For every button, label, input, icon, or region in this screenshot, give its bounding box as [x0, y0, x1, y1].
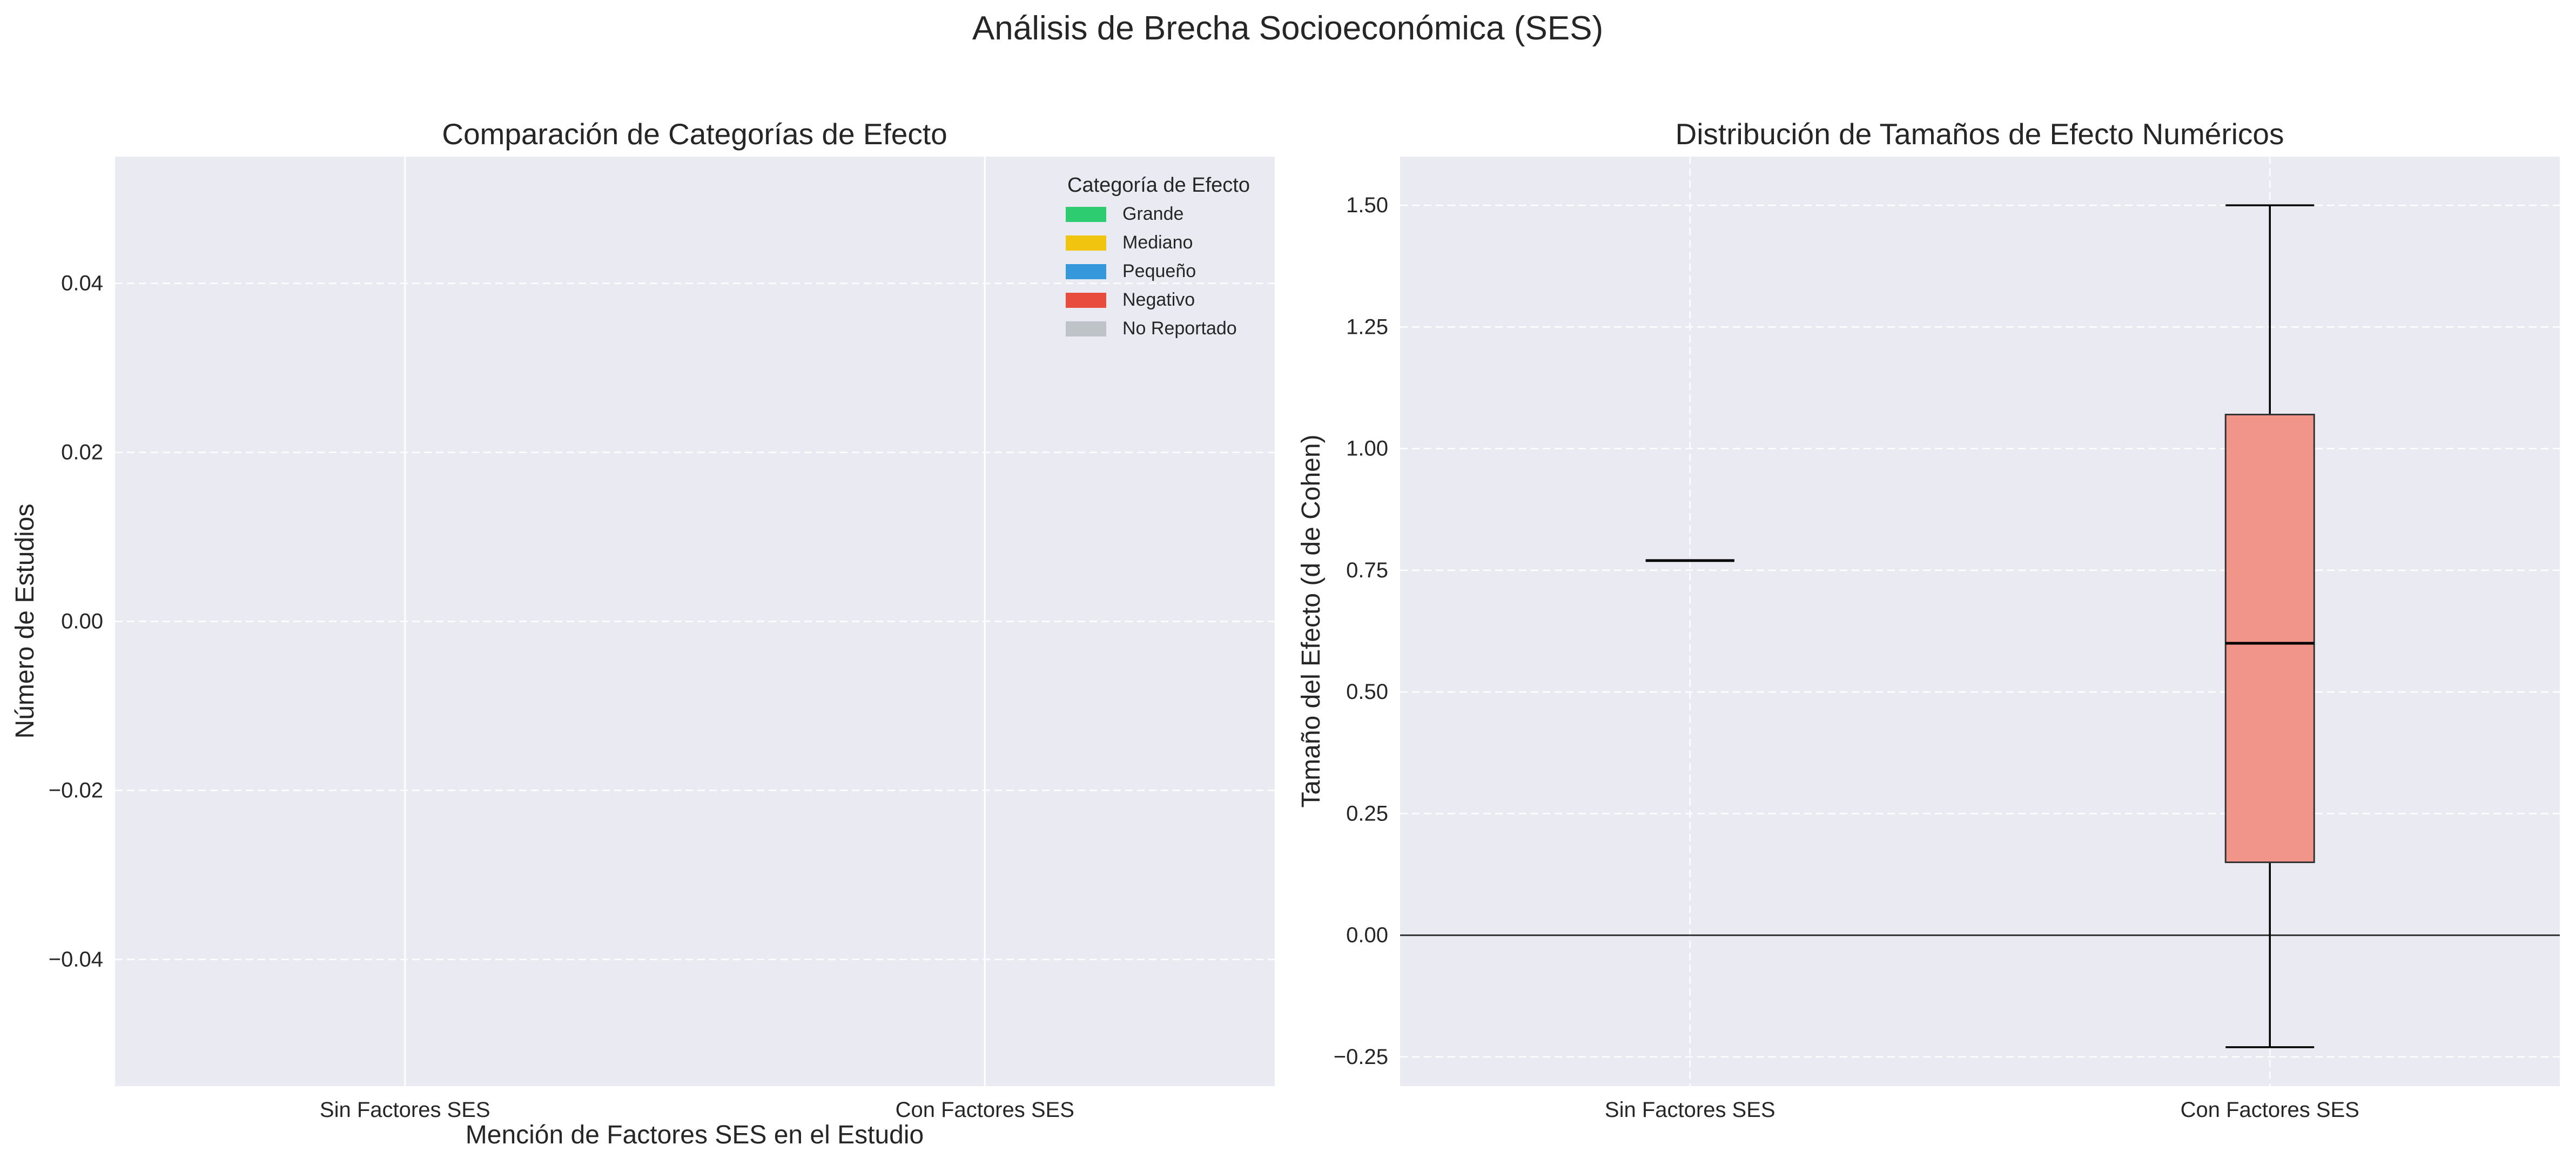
right-boxplots: [1645, 204, 2315, 1048]
right-plot-area: [1400, 157, 2560, 1086]
right-y-tick-label: 1.25: [1346, 315, 1388, 339]
right-gridlines: [1400, 157, 2560, 1086]
left-y-tick-label: 0.02: [61, 441, 103, 464]
right-x-ticks: Sin Factores SES Con Factores SES: [1605, 1098, 2359, 1122]
figure-title: Análisis de Brecha Socioeconómica (SES): [972, 10, 1603, 47]
left-x-ticks: Sin Factores SES Con Factores SES: [320, 1098, 1074, 1122]
box-iqr: [2224, 414, 2315, 864]
right-y-tick-label: 1.50: [1346, 193, 1388, 217]
left-panel: −0.04 −0.02 0.00 0.02 0.04 Sin Factores SES C…: [11, 117, 1275, 1149]
left-x-tick-label: Sin Factores SES: [320, 1098, 490, 1122]
right-x-tick-label: Con Factores SES: [2181, 1098, 2359, 1122]
legend-label: Pequeño: [1122, 261, 1196, 281]
right-y-tick-label: 0.25: [1346, 802, 1388, 825]
left-x-tick-label: Con Factores SES: [896, 1098, 1074, 1122]
left-x-label: Mención de Factores SES en el Estudio: [466, 1121, 924, 1149]
legend-swatch: [1066, 207, 1106, 222]
right-y-tick-label: −0.25: [1334, 1045, 1388, 1069]
legend-swatch: [1066, 321, 1106, 336]
right-y-tick-label: 1.00: [1346, 437, 1388, 461]
left-title: Comparación de Categorías de Efecto: [442, 117, 947, 151]
legend-label: No Reportado: [1122, 318, 1237, 339]
legend: Categoría de Efecto Grande Mediano Pequeño…: [1066, 174, 1250, 339]
left-y-tick-label: −0.02: [49, 778, 103, 802]
boxplot-con-factores: [2224, 204, 2315, 1048]
left-gridlines: [115, 157, 1275, 1086]
right-y-tick-label: 0.50: [1346, 680, 1388, 704]
left-y-label: Número de Estudios: [11, 504, 39, 739]
right-y-tick-label: 0.75: [1346, 558, 1388, 582]
right-panel: −0.25 0.00 0.25 0.50 0.75 1.00 1.25 1.50 Sin Fa…: [1297, 117, 2560, 1122]
right-y-ticks: −0.25 0.00 0.25 0.50 0.75 1.00 1.25 1.50: [1334, 193, 1388, 1069]
left-y-tick-label: 0.04: [61, 272, 103, 295]
legend-title: Categoría de Efecto: [1067, 174, 1250, 197]
left-y-tick-label: 0.00: [61, 610, 103, 634]
legend-swatch: [1066, 293, 1106, 308]
right-y-tick-label: 0.00: [1346, 924, 1388, 947]
right-x-tick-label: Sin Factores SES: [1605, 1098, 1775, 1122]
right-y-label: Tamaño del Efecto (d de Cohen): [1297, 434, 1326, 807]
legend-swatch: [1066, 264, 1106, 279]
legend-swatch: [1066, 235, 1106, 251]
legend-label: Negativo: [1122, 289, 1195, 310]
legend-label: Grande: [1122, 204, 1183, 224]
left-y-tick-label: −0.04: [49, 947, 103, 971]
right-title: Distribución de Tamaños de Efecto Numéri…: [1675, 117, 2284, 151]
legend-label: Mediano: [1122, 232, 1193, 253]
left-y-ticks: −0.04 −0.02 0.00 0.02 0.04: [49, 272, 103, 972]
